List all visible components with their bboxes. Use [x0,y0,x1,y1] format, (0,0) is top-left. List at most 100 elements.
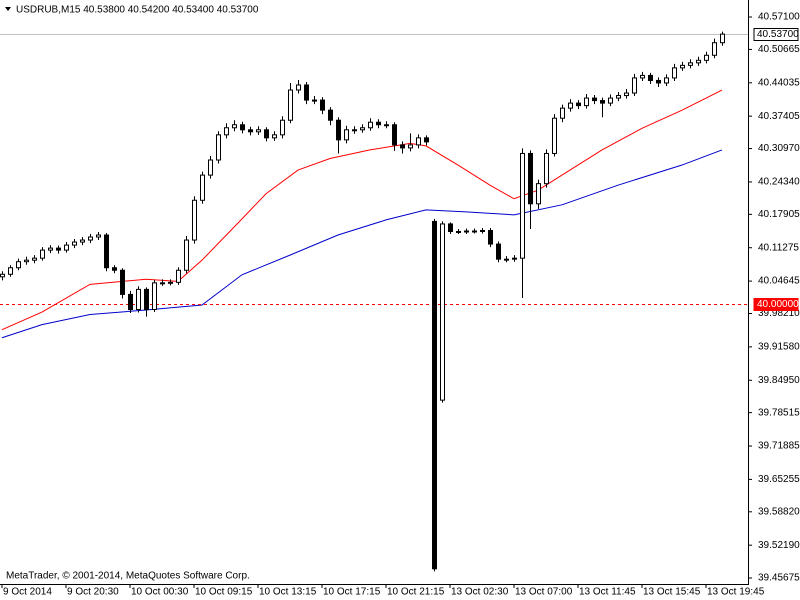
moving-average [1,149,723,339]
candle-body [16,261,21,269]
candle-body [600,100,605,104]
chart-title: USDRUB,M15 40.53800 40.54200 40.53400 40… [16,5,259,16]
candle-body [400,144,405,149]
candle-body [536,183,541,205]
candle-body [544,152,549,185]
x-tick-label: 10 Oct 17:15 [323,587,381,598]
candle-body [360,127,365,131]
x-tick-label: 13 Oct 15:45 [643,587,701,598]
candle-body [328,109,333,121]
y-tick-label: 40.04645 [758,276,800,287]
y-tick-label: 40.44035 [758,77,800,88]
candle-body [264,129,269,139]
candle-body [480,229,485,232]
x-tick-label: 13 Oct 19:45 [707,587,765,598]
candle-body [136,288,141,311]
price-label: 40.00000 [757,299,799,310]
candle-body [656,79,661,84]
candle-body [320,99,325,111]
candle-body [48,247,53,251]
candle-body [576,102,581,107]
candle-body [648,74,653,81]
candle-body [440,223,445,401]
x-tick-label: 10 Oct 13:15 [259,587,317,598]
candle-body [184,239,189,271]
x-tick-label: 10 Oct 09:15 [195,587,253,598]
candle-body [392,124,397,146]
candle-body [160,282,165,285]
candle-body [64,244,69,251]
candle-body [488,229,493,245]
candle-body [176,269,181,283]
y-tick-label: 39.78515 [758,407,800,418]
candle-body [216,134,221,161]
candle-body [456,230,461,233]
y-tick-label: 40.24340 [758,177,800,188]
candle-body [520,152,525,259]
y-tick-label: 40.50665 [758,44,800,55]
candle-body [704,54,709,61]
candle-body [672,67,677,79]
candle-body [504,258,509,261]
candle-body [512,257,517,260]
candle-body [104,234,109,269]
candle-body [448,223,453,232]
candle-body [384,124,389,127]
candle-body [416,137,421,146]
x-tick-label: 13 Oct 02:30 [451,587,509,598]
candle-body [664,77,669,84]
candle-body [304,84,309,101]
candle-body [496,243,501,260]
candle-body [120,269,125,295]
candle-body [40,249,45,259]
candle-body [80,239,85,243]
candle-body [720,33,725,44]
candle-body [280,119,285,136]
candle-body [112,267,117,271]
candle-body [552,117,557,154]
candle-body [72,241,77,246]
candle-body [256,129,261,133]
candle-body [368,121,373,129]
candle-body [680,64,685,69]
candle-body [0,273,5,278]
candle-body [688,62,693,66]
candle-body [208,159,213,176]
candle-body [352,129,357,132]
candle-body [248,129,253,133]
candle-body [472,230,477,233]
y-tick-label: 39.71885 [758,441,800,452]
candle-body [376,121,381,126]
x-tick-label: 10 Oct 21:15 [387,587,445,598]
x-tick-label: 13 Oct 07:00 [515,587,573,598]
y-tick-label: 40.17905 [758,209,800,220]
candle-body [528,152,533,205]
y-tick-label: 39.45675 [758,573,800,584]
candle-body [408,144,413,149]
candle-body [632,77,637,94]
y-tick-label: 39.65255 [758,474,800,485]
x-tick-label: 13 Oct 11:45 [579,587,636,598]
candle-body [336,119,341,141]
candle-body [584,97,589,107]
x-tick-label: 10 Oct 00:30 [131,587,189,598]
y-tick-label: 39.91580 [758,342,800,353]
candle-body [96,234,101,238]
y-tick-label: 40.30970 [758,143,800,154]
candle-body [32,257,37,261]
candle-body [128,293,133,311]
candle-body [640,74,645,79]
candle-body [696,59,701,64]
candle-body [464,230,469,233]
candle-body [424,137,429,143]
candle-body [240,124,245,131]
candle-body [296,84,301,91]
candle-body [312,99,317,102]
y-tick-label: 40.37405 [758,111,800,122]
price-label-box [753,298,799,311]
candle-body [192,199,197,241]
candle-body [272,134,277,139]
